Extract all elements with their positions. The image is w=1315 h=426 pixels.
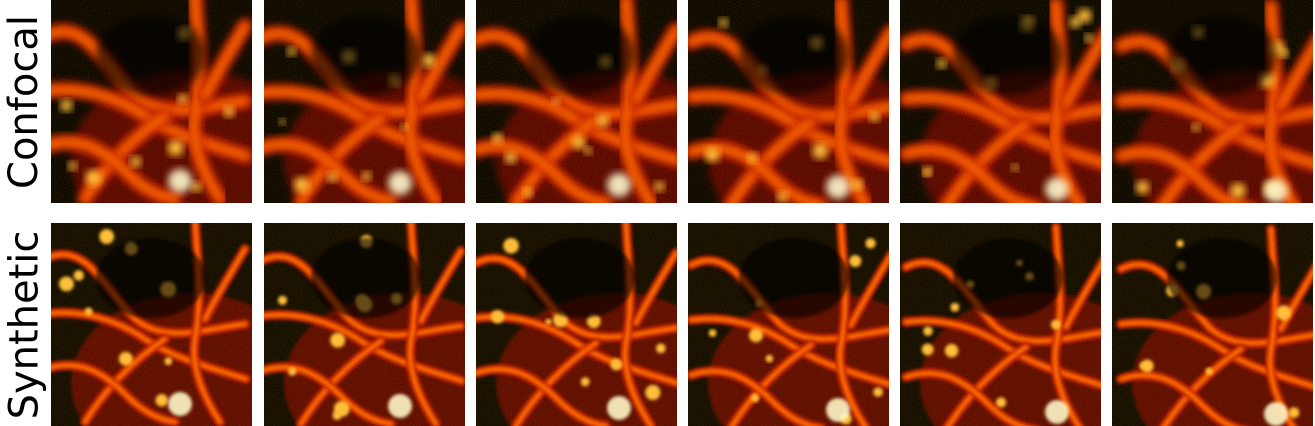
row-label-confocal: Confocal [0, 0, 48, 203]
confocal-image-5 [900, 0, 1101, 203]
synthetic-image-1 [51, 223, 252, 426]
synthetic-image-2 [264, 223, 465, 426]
confocal-image-2 [264, 0, 465, 203]
row-label-synthetic: Synthetic [0, 223, 48, 426]
confocal-image-3 [476, 0, 677, 203]
synthetic-image-4 [688, 223, 889, 426]
synthetic-image-6 [1112, 223, 1313, 426]
row-label-confocal-text: Confocal [1, 14, 47, 189]
synthetic-image-3 [476, 223, 677, 426]
confocal-image-1 [51, 0, 252, 203]
row-label-synthetic-text: Synthetic [1, 230, 48, 419]
synthetic-image-5 [900, 223, 1101, 426]
confocal-image-4 [688, 0, 889, 203]
confocal-image-6 [1112, 0, 1313, 203]
